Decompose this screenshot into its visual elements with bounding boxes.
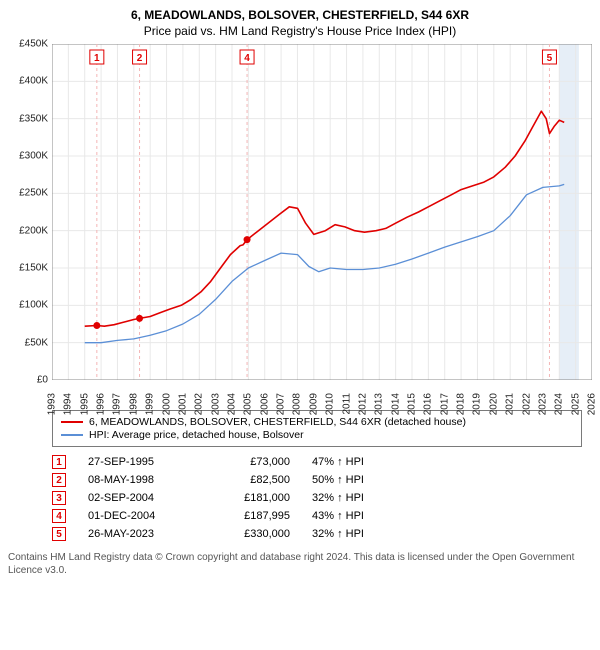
chart-subtitle: Price paid vs. HM Land Registry's House … [8,24,592,38]
svg-text:4: 4 [244,53,250,64]
sale-row: 1 27-SEP-1995 £73,000 47% ↑ HPI [52,455,582,469]
sale-date: 01-DEC-2004 [88,510,188,522]
y-tick-label: £300K [19,151,48,162]
x-tick-label: 2010 [325,393,336,415]
x-tick-label: 2007 [276,393,287,415]
footer-attribution: Contains HM Land Registry data © Crown c… [8,551,592,577]
x-tick-label: 2001 [177,393,188,415]
legend-label: HPI: Average price, detached house, Bols… [89,429,304,441]
y-tick-label: £450K [19,39,48,50]
x-tick-label: 2024 [554,393,565,415]
x-tick-label: 2016 [423,393,434,415]
legend-label: 6, MEADOWLANDS, BOLSOVER, CHESTERFIELD, … [89,416,466,428]
x-tick-label: 1996 [96,393,107,415]
plot-svg: 1 2 4 5 [52,44,592,380]
sale-marker: 3 [52,491,66,505]
svg-text:5: 5 [547,53,553,64]
sale-marker: 2 [52,473,66,487]
sale-date: 26-MAY-2023 [88,528,188,540]
x-tick-label: 2004 [227,393,238,415]
x-tick-label: 2002 [194,393,205,415]
x-tick-label: 2018 [456,393,467,415]
x-tick-label: 2009 [308,393,319,415]
y-tick-label: £50K [25,337,48,348]
x-tick-label: 2015 [407,393,418,415]
y-tick-label: £400K [19,76,48,87]
sale-delta: 32% ↑ HPI [312,492,422,504]
sale-date: 08-MAY-1998 [88,474,188,486]
y-tick-label: £350K [19,113,48,124]
chart-title: 6, MEADOWLANDS, BOLSOVER, CHESTERFIELD, … [8,8,592,22]
chart-container: 6, MEADOWLANDS, BOLSOVER, CHESTERFIELD, … [0,0,600,541]
y-axis: £0£50K£100K£150K£200K£250K£300K£350K£400… [8,44,52,380]
sale-row: 5 26-MAY-2023 £330,000 32% ↑ HPI [52,527,582,541]
sale-marker: 4 [52,509,66,523]
x-tick-label: 1993 [47,393,58,415]
sale-row: 4 01-DEC-2004 £187,995 43% ↑ HPI [52,509,582,523]
x-tick-label: 2012 [357,393,368,415]
x-tick-label: 2023 [537,393,548,415]
legend: 6, MEADOWLANDS, BOLSOVER, CHESTERFIELD, … [52,410,582,447]
legend-swatch [61,421,83,423]
sale-date: 02-SEP-2004 [88,492,188,504]
y-tick-label: £150K [19,263,48,274]
sale-delta: 50% ↑ HPI [312,474,422,486]
x-tick-label: 2014 [390,393,401,415]
sale-delta: 43% ↑ HPI [312,510,422,522]
y-tick-label: £250K [19,188,48,199]
x-tick-label: 1998 [128,393,139,415]
x-tick-label: 2020 [488,393,499,415]
x-tick-label: 2005 [243,393,254,415]
x-tick-label: 2022 [521,393,532,415]
sale-row: 3 02-SEP-2004 £181,000 32% ↑ HPI [52,491,582,505]
x-tick-label: 2008 [292,393,303,415]
x-tick-label: 1994 [63,393,74,415]
x-axis: 1993199419951996199719981999200020012002… [52,380,592,404]
x-tick-label: 1999 [145,393,156,415]
sales-table: 1 27-SEP-1995 £73,000 47% ↑ HPI 2 08-MAY-1998… [52,455,582,541]
legend-item: HPI: Average price, detached house, Bols… [61,429,573,441]
x-tick-label: 2006 [259,393,270,415]
sale-price: £187,995 [210,510,290,522]
y-tick-label: £200K [19,225,48,236]
x-tick-label: 2026 [587,393,598,415]
x-tick-label: 1995 [79,393,90,415]
legend-swatch [61,434,83,436]
sale-price: £330,000 [210,528,290,540]
x-tick-label: 1997 [112,393,123,415]
sale-marker: 5 [52,527,66,541]
x-tick-label: 2021 [505,393,516,415]
x-tick-label: 2017 [439,393,450,415]
sale-price: £73,000 [210,456,290,468]
x-tick-label: 2011 [341,393,352,415]
sale-row: 2 08-MAY-1998 £82,500 50% ↑ HPI [52,473,582,487]
x-tick-label: 2019 [472,393,483,415]
plot-area: £0 £50K £100K £150K £200K £250K £300K £350K £400… [8,44,592,404]
svg-text:2: 2 [137,53,143,64]
x-tick-label: 2025 [570,393,581,415]
sale-price: £82,500 [210,474,290,486]
x-tick-label: 2013 [374,393,385,415]
sale-price: £181,000 [210,492,290,504]
y-tick-label: £0 [37,375,48,386]
svg-text:1: 1 [94,53,100,64]
legend-item: 6, MEADOWLANDS, BOLSOVER, CHESTERFIELD, … [61,416,573,428]
sale-marker: 1 [52,455,66,469]
sale-date: 27-SEP-1995 [88,456,188,468]
x-tick-label: 2000 [161,393,172,415]
sale-delta: 32% ↑ HPI [312,528,422,540]
y-tick-label: £100K [19,300,48,311]
x-tick-label: 2003 [210,393,221,415]
sale-delta: 47% ↑ HPI [312,456,422,468]
